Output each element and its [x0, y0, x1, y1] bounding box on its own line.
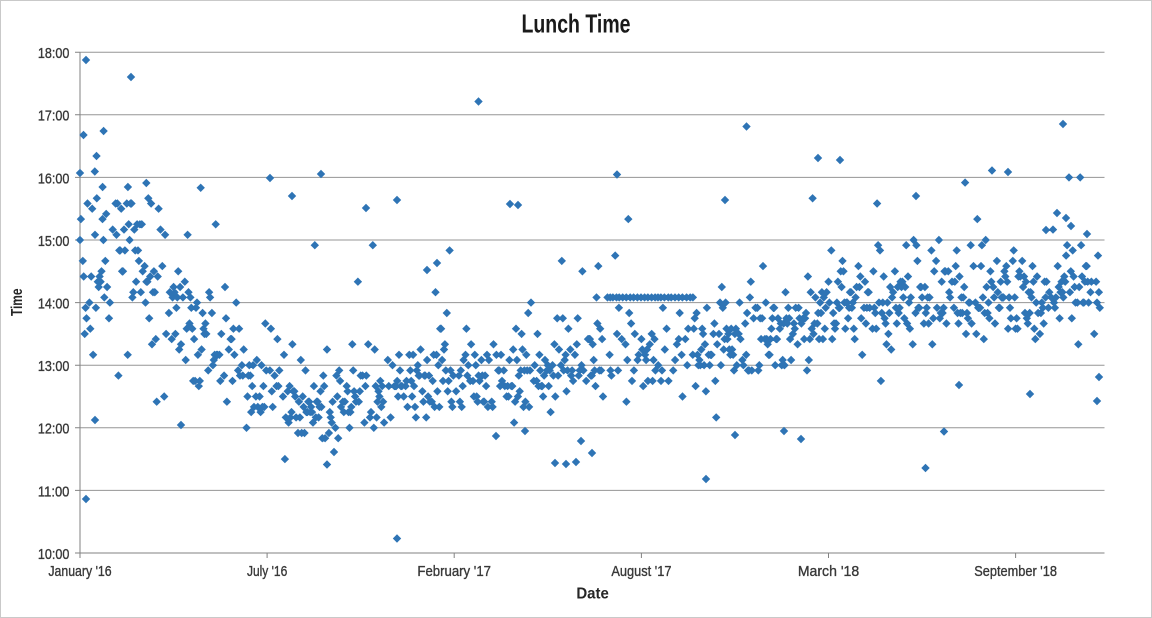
svg-text:September '18: September '18	[974, 563, 1057, 580]
svg-text:12:00: 12:00	[38, 421, 70, 438]
svg-text:March '18: March '18	[798, 563, 859, 580]
svg-text:15:00: 15:00	[38, 233, 70, 250]
svg-text:18:00: 18:00	[38, 45, 70, 62]
svg-text:January '16: January '16	[48, 563, 111, 580]
svg-text:Date: Date	[576, 586, 609, 603]
svg-text:17:00: 17:00	[38, 108, 70, 125]
svg-text:February '17: February '17	[417, 563, 491, 580]
svg-text:Time: Time	[9, 288, 26, 316]
svg-text:14:00: 14:00	[38, 296, 70, 313]
svg-text:16:00: 16:00	[38, 170, 70, 187]
svg-text:July '16: July '16	[247, 563, 287, 580]
svg-text:10:00: 10:00	[38, 546, 70, 563]
svg-text:Lunch Time: Lunch Time	[522, 9, 631, 39]
svg-text:13:00: 13:00	[38, 358, 70, 375]
svg-text:August '17: August '17	[611, 563, 671, 580]
svg-text:11:00: 11:00	[38, 483, 70, 500]
